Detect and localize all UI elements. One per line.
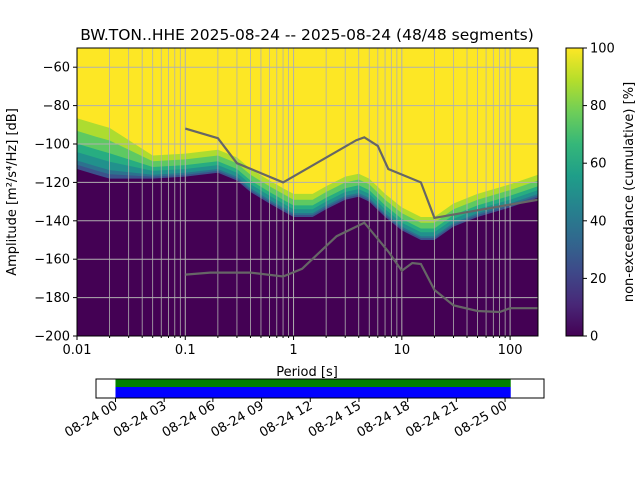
colorbar-tick-label: 20 [590, 272, 607, 287]
coverage-tick-label: 08-24 12 [257, 398, 315, 440]
x-axis-label: Period [s] [276, 365, 338, 380]
y-tick-label: −200 [34, 330, 70, 345]
chart-title: BW.TON..HHE 2025-08-24 -- 2025-08-24 (48… [80, 26, 534, 44]
coverage-data-bar [115, 379, 511, 387]
x-tick-label: 0.01 [63, 343, 92, 358]
x-tick-label: 1 [289, 343, 297, 358]
plot-frame [76, 47, 539, 337]
psd-plot-area [77, 48, 538, 336]
coverage-tick-label: 08-24 00 [62, 398, 120, 440]
coverage-tick-label: 08-24 03 [111, 398, 169, 440]
colorbar-tick-label: 60 [590, 157, 607, 172]
y-tick-label: −120 [34, 176, 70, 191]
colorbar-tick-label: 0 [590, 330, 598, 345]
x-tick-label: 100 [498, 343, 523, 358]
y-tick-label: −60 [43, 61, 70, 76]
colorbar-tick-label: 100 [590, 42, 615, 57]
x-tick-label: 10 [394, 343, 411, 358]
density-band-6 [77, 169, 538, 336]
y-axis-label: Amplitude [m²/s⁴/Hz] [dB] [5, 108, 20, 276]
x-tick-label: 0.1 [175, 343, 196, 358]
colorbar-tick-label: 80 [590, 99, 607, 114]
colorbar-scale [565, 47, 584, 337]
colorbar-tick-label: 40 [590, 214, 607, 229]
coverage-tick-label: 08-24 15 [306, 398, 364, 440]
y-tick-label: −160 [34, 253, 70, 268]
coverage-tick-label: 08-24 18 [355, 398, 413, 440]
coverage-tick-label: 08-24 21 [403, 398, 461, 440]
y-tick-label: −180 [34, 291, 70, 306]
axes: 0.01 0.1 1 10 100 −60 −80 −100 −120 −140 −160 −180 −… [34, 61, 522, 358]
colorbar: 0 20 40 60 80 100 [565, 42, 615, 345]
colorbar-label: non-exceedance (cumulative) [%] [622, 82, 637, 302]
y-tick-label: −140 [34, 214, 70, 229]
coverage-tick-label: 08-25 00 [452, 398, 510, 440]
coverage-used-bar [115, 387, 511, 398]
coverage-tick-label: 08-24 09 [208, 398, 266, 440]
y-tick-label: −80 [43, 99, 70, 114]
y-tick-label: −100 [34, 138, 70, 153]
coverage-frame [95, 378, 545, 399]
high-noise-model-line [184, 127, 538, 220]
low-noise-model-line [185, 221, 538, 314]
coverage-tick-label: 08-24 06 [160, 398, 218, 440]
